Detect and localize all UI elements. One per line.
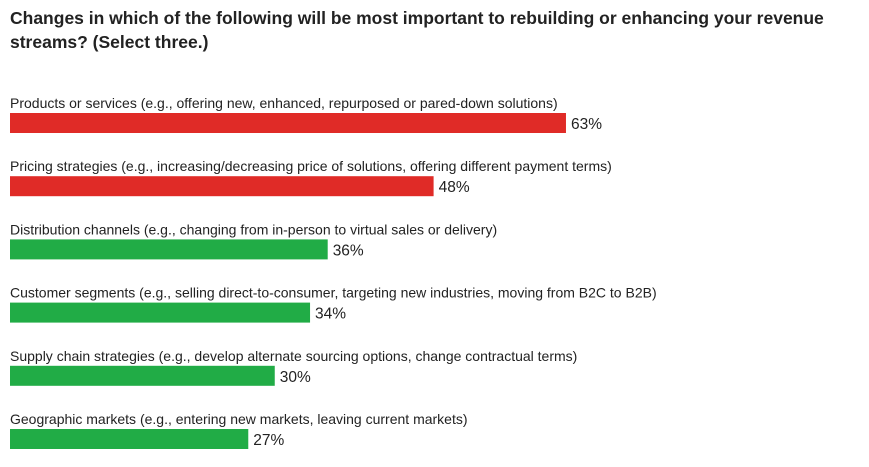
value-label: 27% [253,432,284,449]
value-label: 63% [571,116,602,133]
value-label: 34% [315,306,346,323]
value-label: 48% [439,179,470,196]
bar [10,113,566,133]
value-label: 30% [280,369,311,386]
category-label: Geographic markets (e.g., entering new m… [10,411,468,427]
category-label: Products or services (e.g., offering new… [10,95,558,111]
bar [10,239,328,260]
bar [10,365,275,386]
category-label: Customer segments (e.g., selling direct-… [10,285,657,301]
bar [10,429,249,449]
value-label: 36% [333,242,364,259]
category-label: Pricing strategies (e.g., increasing/dec… [10,158,612,174]
category-label: Supply chain strategies (e.g., develop a… [10,348,577,364]
bar [10,302,311,323]
bar [10,176,434,197]
category-label: Distribution channels (e.g., changing fr… [10,221,497,237]
chart-title: Changes in which of the following will b… [10,8,824,52]
